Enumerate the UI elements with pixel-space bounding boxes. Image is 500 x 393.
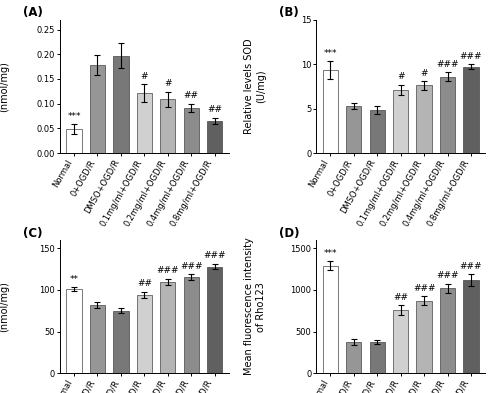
Bar [464,280,478,373]
Bar [136,93,152,153]
Bar [114,311,128,373]
Text: ###: ### [460,52,482,61]
Bar [416,86,432,153]
Bar [393,90,408,153]
Y-axis label: Mean fluorescence intensity
of Rho123: Mean fluorescence intensity of Rho123 [244,238,266,375]
Bar [136,295,152,373]
Text: ##: ## [207,105,222,114]
Text: ###: ### [413,284,436,293]
Text: ***: *** [324,249,337,258]
Bar [66,129,82,153]
Text: ***: *** [68,112,81,121]
Bar [90,305,105,373]
Bar [323,70,338,153]
Bar [416,301,432,373]
Text: ##: ## [393,293,408,302]
Text: ###: ### [436,271,459,280]
Bar [207,266,222,373]
Text: ##: ## [137,279,152,288]
Bar [464,67,478,153]
Bar [160,282,176,373]
Bar [207,121,222,153]
Y-axis label: Relative levels GSH
(nmol/mg): Relative levels GSH (nmol/mg) [0,259,10,354]
Bar [114,56,128,153]
Bar [323,266,338,373]
Text: (B): (B) [279,6,299,19]
Text: (D): (D) [279,226,299,239]
Bar [66,289,82,373]
Text: ###: ### [156,266,179,275]
Bar [440,288,455,373]
Bar [440,77,455,153]
Bar [346,106,362,153]
Y-axis label: Relative levels SOD
(U/mg): Relative levels SOD (U/mg) [244,39,266,134]
Text: (C): (C) [23,226,42,239]
Bar [160,99,176,153]
Text: #: # [397,72,404,81]
Text: #: # [140,72,148,81]
Text: ***: *** [324,49,337,58]
Text: (A): (A) [23,6,43,19]
Bar [370,110,385,153]
Text: **: ** [70,275,78,284]
Bar [184,108,199,153]
Bar [393,310,408,373]
Text: ###: ### [460,262,482,271]
Bar [346,342,362,373]
Text: #: # [164,79,172,88]
Bar [90,65,105,153]
Text: #: # [420,69,428,78]
Y-axis label: Relative levels of MDA
(nmol/mg): Relative levels of MDA (nmol/mg) [0,32,10,141]
Text: ###: ### [436,60,459,69]
Text: ###: ### [204,251,226,260]
Text: ##: ## [184,91,198,100]
Bar [370,342,385,373]
Bar [184,277,199,373]
Text: ###: ### [180,262,203,271]
